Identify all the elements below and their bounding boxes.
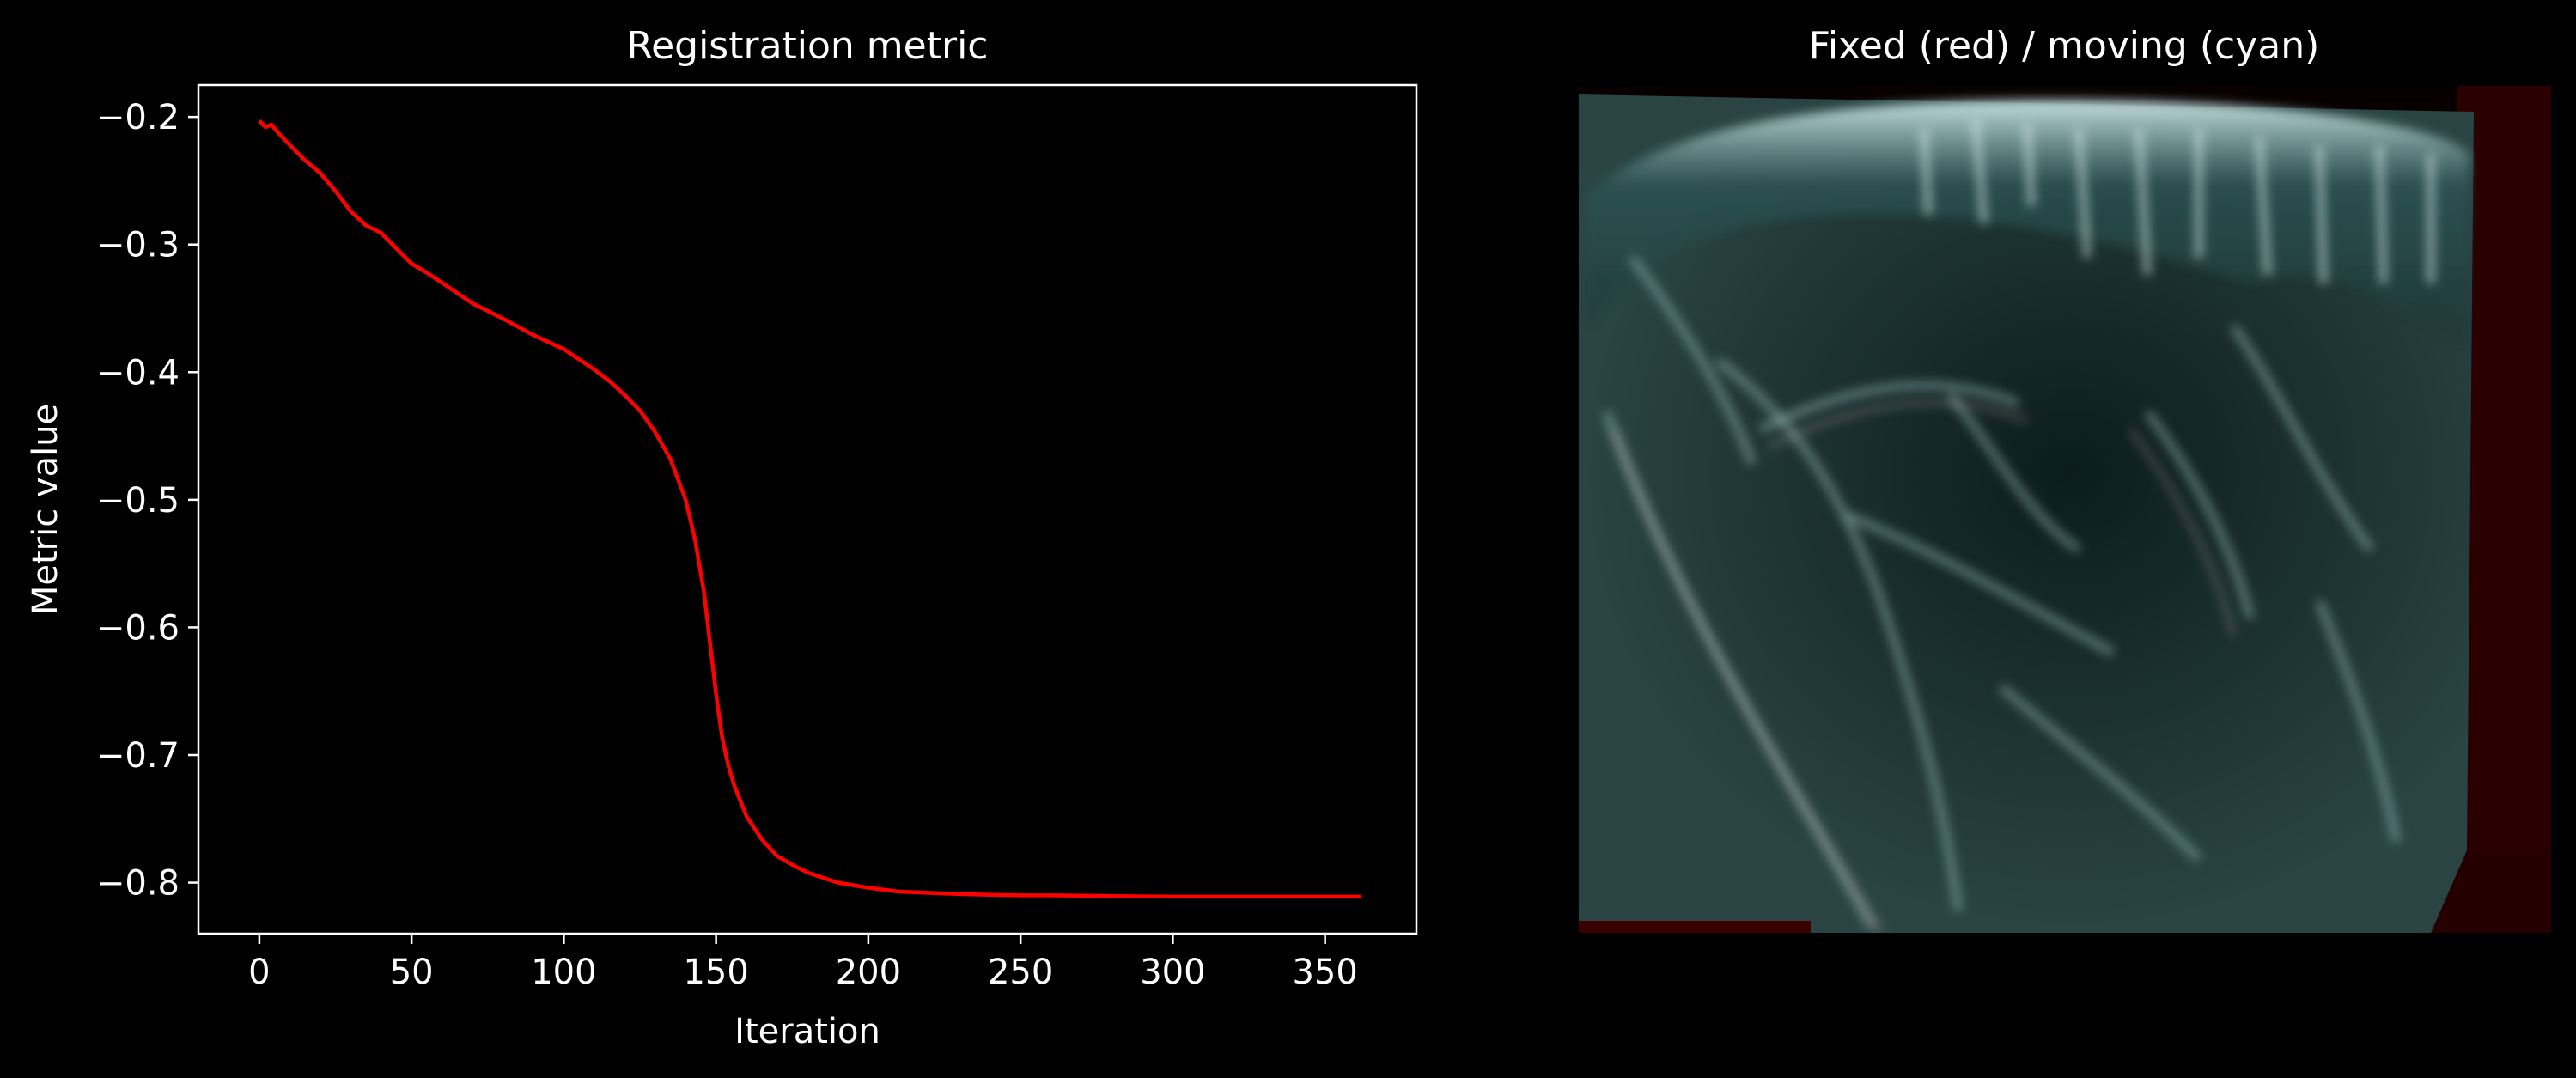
y-axis-ticks: −0.2 −0.3 −0.4 −0.5 −0.6 −0.7 −0.8 (96, 98, 198, 904)
y-tick-label: −0.5 (96, 481, 180, 521)
y-tick-label: −0.3 (96, 226, 180, 265)
x-tick-label: 0 (248, 953, 270, 992)
plot-frame (197, 83, 1418, 935)
y-tick-label: −0.7 (96, 736, 180, 776)
x-tick-label: 150 (683, 953, 748, 992)
overlay-image (1579, 86, 2551, 933)
x-tick-label: 300 (1140, 953, 1205, 992)
y-tick-label: −0.6 (96, 608, 180, 648)
y-tick-label: −0.8 (96, 864, 180, 904)
y-axis-label: Metric value (26, 404, 65, 615)
y-tick-label: −0.4 (96, 353, 180, 393)
x-axis-label: Iteration (734, 1012, 880, 1051)
x-tick-label: 350 (1292, 953, 1357, 992)
x-tick-label: 200 (836, 953, 901, 992)
y-tick-label: −0.2 (96, 98, 180, 137)
x-tick-label: 100 (531, 953, 596, 992)
x-tick-label: 50 (390, 953, 434, 992)
x-axis-ticks: 0 50 100 150 200 250 300 350 (248, 934, 1358, 992)
x-tick-label: 250 (988, 953, 1053, 992)
metric-series-line (258, 119, 1362, 899)
image-title: Fixed (red) / moving (cyan) (1809, 24, 2320, 68)
registration-overlay-panel: Fixed (red) / moving (cyan) (1579, 24, 2551, 933)
metric-line-chart: Registration metric 0 50 100 150 200 250 300 35… (26, 24, 1418, 1051)
chart-title: Registration metric (626, 24, 988, 68)
